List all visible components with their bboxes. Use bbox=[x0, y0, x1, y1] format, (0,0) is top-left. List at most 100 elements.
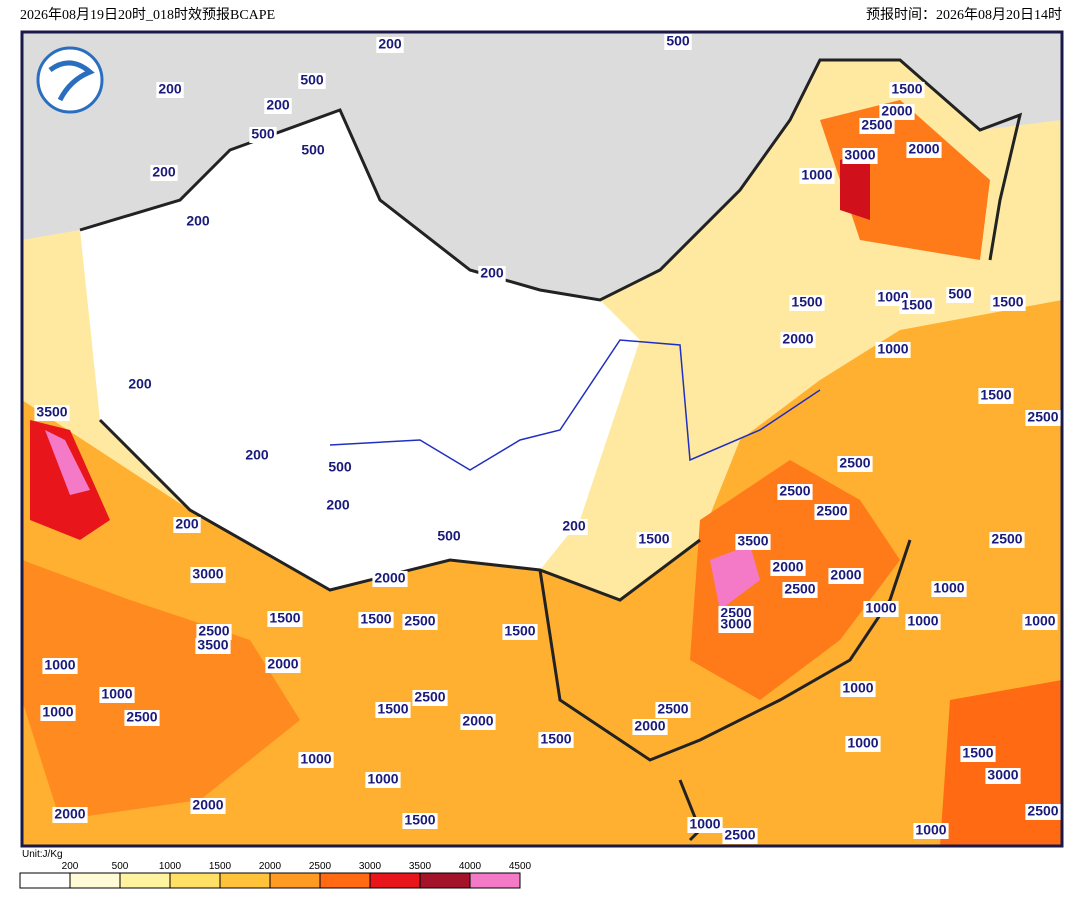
contour-label: 1500 bbox=[638, 531, 669, 547]
map-area bbox=[20, 30, 1064, 848]
label-bg bbox=[1022, 614, 1058, 630]
contour-label: 1000 bbox=[842, 680, 873, 696]
label-bg bbox=[196, 624, 232, 640]
label-bg bbox=[402, 614, 438, 630]
contour-label: 1500 bbox=[791, 294, 822, 310]
label-bg bbox=[375, 702, 411, 718]
label-bg bbox=[899, 298, 935, 314]
contour-label: 200 bbox=[186, 213, 210, 229]
contour-label: 2000 bbox=[908, 141, 939, 157]
colorbar-swatch bbox=[219, 872, 271, 889]
label-bg bbox=[156, 82, 184, 98]
contour-label: 1000 bbox=[300, 751, 331, 767]
contour-label: 1000 bbox=[915, 822, 946, 838]
label-bg bbox=[636, 532, 672, 548]
contour-label: 3500 bbox=[36, 404, 67, 420]
label-bg bbox=[718, 617, 754, 633]
contour-label: 2500 bbox=[861, 117, 892, 133]
contour-label: 200 bbox=[152, 164, 176, 180]
header-right: 预报时间：2026年08月20日14时 bbox=[866, 7, 1062, 23]
label-bg bbox=[906, 142, 942, 158]
contour-label: 1000 bbox=[847, 735, 878, 751]
label-bg bbox=[42, 658, 78, 674]
contour-label: 1500 bbox=[901, 297, 932, 313]
label-bg bbox=[365, 772, 401, 788]
contour-label: 2000 bbox=[192, 797, 223, 813]
label-bg bbox=[845, 736, 881, 752]
contour-label: 3500 bbox=[737, 533, 768, 549]
contour-label: 1000 bbox=[1024, 613, 1055, 629]
label-bg bbox=[770, 560, 806, 576]
colorbar-tick: 2500 bbox=[309, 861, 332, 872]
contour-label: 200 bbox=[378, 36, 402, 52]
label-bg bbox=[828, 568, 864, 584]
colorbar-tick: 2000 bbox=[259, 861, 282, 872]
label-bg bbox=[875, 342, 911, 358]
label-bg bbox=[265, 657, 301, 673]
label-bg bbox=[264, 98, 292, 114]
label-bg bbox=[1025, 410, 1061, 426]
contour-label: 200 bbox=[480, 265, 504, 281]
label-bg bbox=[905, 614, 941, 630]
header-left: 2026年08月19日20时_018时效预报BCAPE bbox=[20, 7, 275, 23]
label-bg bbox=[412, 690, 448, 706]
contour-label: 1000 bbox=[865, 600, 896, 616]
label-bg bbox=[960, 746, 996, 762]
label-bg bbox=[99, 687, 135, 703]
contour-label: 2000 bbox=[267, 656, 298, 672]
contour-label: 1000 bbox=[367, 771, 398, 787]
label-bg bbox=[324, 498, 352, 514]
contour-label: 2500 bbox=[816, 503, 847, 519]
label-bg bbox=[173, 517, 201, 533]
contour-label: 2500 bbox=[720, 605, 751, 621]
label-bg bbox=[889, 82, 925, 98]
label-bg bbox=[814, 504, 850, 520]
unit: Unit:J/Kg bbox=[22, 849, 63, 860]
contour-label: 1500 bbox=[891, 81, 922, 97]
label-bg bbox=[435, 529, 463, 545]
contour-label: 1500 bbox=[540, 731, 571, 747]
contour-label: 1500 bbox=[360, 611, 391, 627]
contour-label: 500 bbox=[251, 126, 275, 142]
label-bg bbox=[840, 681, 876, 697]
colorbar-swatch bbox=[469, 872, 521, 889]
contour-label: 2000 bbox=[782, 331, 813, 347]
contour-label: 2000 bbox=[634, 718, 665, 734]
contour-label: 2000 bbox=[881, 103, 912, 119]
contour-label: 2500 bbox=[991, 531, 1022, 547]
label-bg bbox=[478, 266, 506, 282]
label-bg bbox=[267, 611, 303, 627]
label-bg bbox=[150, 165, 178, 181]
colorbar-swatch bbox=[119, 872, 171, 889]
contour-label: 2500 bbox=[784, 581, 815, 597]
contour-label: 500 bbox=[301, 142, 325, 158]
colorbar-tick: 1500 bbox=[209, 861, 232, 872]
contour-label: 3000 bbox=[192, 566, 223, 582]
contour-label: 2000 bbox=[830, 567, 861, 583]
label-bg bbox=[978, 388, 1014, 404]
contour-label: 500 bbox=[328, 459, 352, 475]
contour-label: 1500 bbox=[962, 745, 993, 761]
colorbar: 200 500 1000 1500 2000 2500 3000 3500 4000 4500 bbox=[19, 861, 532, 889]
label-bg bbox=[299, 143, 327, 159]
colorbar-tick: 4000 bbox=[459, 861, 482, 872]
contour-label: 1000 bbox=[933, 580, 964, 596]
contour-label: 1000 bbox=[907, 613, 938, 629]
label-bg bbox=[190, 798, 226, 814]
label-bg bbox=[837, 456, 873, 472]
label-bg bbox=[40, 705, 76, 721]
label-bg bbox=[735, 534, 771, 550]
label-bg bbox=[985, 768, 1021, 784]
contour-label: 2000 bbox=[374, 570, 405, 586]
contour-label: 1000 bbox=[801, 167, 832, 183]
label-bg bbox=[502, 624, 538, 640]
label-bg bbox=[243, 448, 271, 464]
label-bg bbox=[863, 601, 899, 617]
label-bg bbox=[195, 638, 231, 654]
contour-label: 3000 bbox=[720, 616, 751, 632]
contour-label: 200 bbox=[266, 97, 290, 113]
label-bg bbox=[326, 460, 354, 476]
label-bg bbox=[782, 582, 818, 598]
contour-label: 2500 bbox=[414, 689, 445, 705]
